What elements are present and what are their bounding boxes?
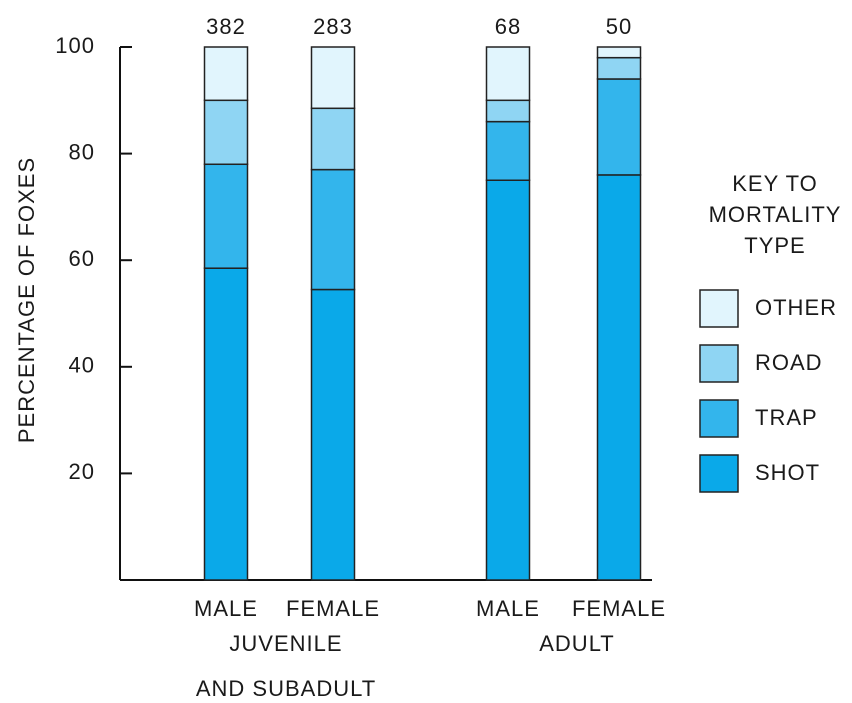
group-label: AND SUBADULT [196,676,376,701]
legend-label: TRAP [755,405,818,430]
group-label: JUVENILE [229,631,342,656]
legend-label: ROAD [755,350,823,375]
bar-segment [596,46,642,59]
bar-label: 283 [313,14,353,39]
bar-segment [596,174,642,581]
legend-swatch [699,344,739,383]
legend-title: MORTALITY [709,202,842,227]
bar-segment [310,107,356,171]
x-tick-label: MALE [194,596,258,621]
x-tick-label: FEMALE [572,596,666,621]
x-tick-label: FEMALE [286,596,380,621]
x-tick-label: MALE [476,596,540,621]
y-tick-label: 100 [55,33,95,58]
legend-label: SHOT [755,460,820,485]
y-tick-label: 20 [69,459,95,484]
bar-label: 382 [206,14,246,39]
bar-segment [203,163,249,269]
legend-swatch [699,289,739,328]
bar-segment [485,179,531,581]
bar-segment [596,78,642,176]
bar-label: 68 [495,14,521,39]
legend-swatch [699,454,739,493]
y-tick-label: 80 [69,139,95,164]
bar-segment [485,99,531,123]
bar-segment [203,46,249,102]
group-label: ADULT [539,631,615,656]
bar-label: 50 [606,14,632,39]
y-tick-label: 40 [69,353,95,378]
legend-title: TYPE [744,233,805,258]
bar-segment [310,288,356,581]
legend-swatch [699,399,739,438]
y-tick-label: 60 [69,246,95,271]
bar-segment [203,267,249,581]
y-axis-label: PERCENTAGE OF FOXES [14,157,39,443]
bar-segment [310,46,356,110]
bar-segment [485,120,531,182]
bar-segment [203,99,249,166]
bar-segment [485,46,531,102]
legend-label: OTHER [755,295,837,320]
bar-segment [596,56,642,80]
bar-segment [310,168,356,291]
legend-title: KEY TO [732,171,818,196]
